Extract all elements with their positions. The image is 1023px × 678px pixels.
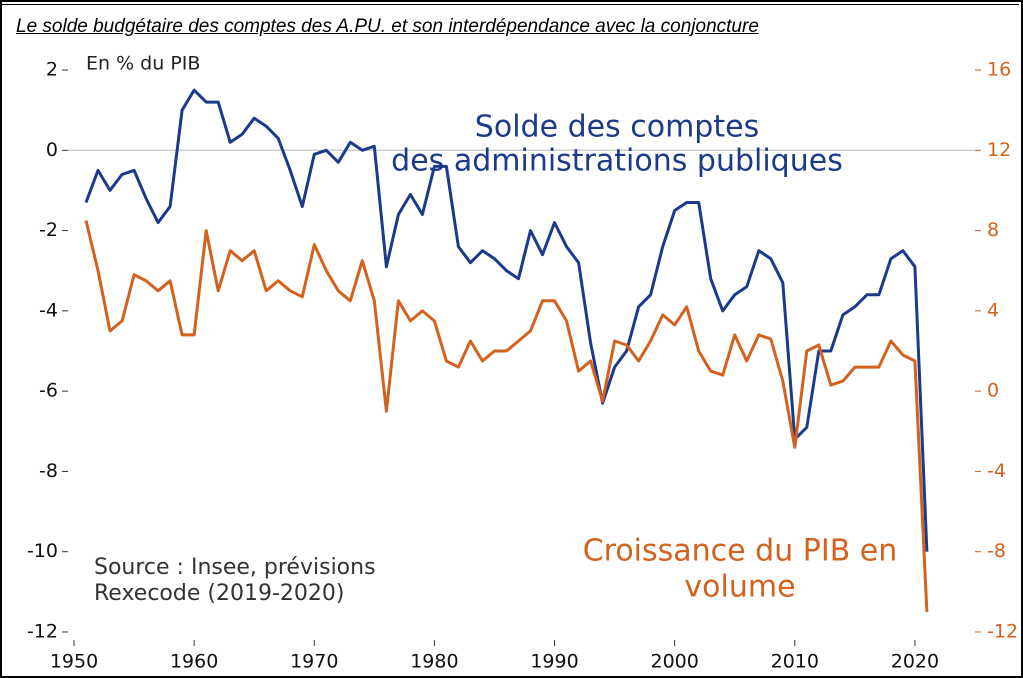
series-line <box>84 220 929 612</box>
chart-title: Le solde budgétaire des comptes des A.PU… <box>16 16 759 37</box>
x-tick-label: 1980 <box>410 651 458 673</box>
chart: En % du PIB 2 0 -2 -4 -6 -8 -10 -12 16 12 8 4 0 -4 -8 -… <box>27 53 1018 673</box>
y2-tick-label: -12 <box>987 620 1018 642</box>
y-tick-label: -12 <box>27 620 58 642</box>
y-tick-label: -2 <box>39 219 58 241</box>
y-tick-label: -6 <box>39 380 58 402</box>
y-tick-label: -8 <box>39 460 58 482</box>
y2-tick-label: 8 <box>987 219 999 241</box>
y-axis-label: En % du PIB <box>86 53 200 75</box>
y-tick-label: 0 <box>46 139 58 161</box>
y2-tick-label: 12 <box>987 139 1011 161</box>
series-line <box>84 88 929 552</box>
x-tick-label: 2010 <box>771 651 819 673</box>
y-tick-label: 2 <box>46 59 58 81</box>
annotation: Croissance du PIB en <box>583 534 898 569</box>
y2-tick-label: -8 <box>987 540 1006 562</box>
y2-tick-label: 16 <box>987 59 1011 81</box>
y2-tick-label: -4 <box>987 460 1006 482</box>
annotation: Rexecode (2019-2020) <box>94 581 344 606</box>
x-tick-label: 1990 <box>530 651 578 673</box>
y2-tick-label: 4 <box>987 299 999 321</box>
annotation: Solde des comptes <box>475 110 759 145</box>
annotation: volume <box>684 570 795 605</box>
x-tick-label: 1970 <box>290 651 338 673</box>
annotation: des administrations publiques <box>391 144 843 179</box>
y-tick-label: -10 <box>27 540 58 562</box>
x-tick-label: 1950 <box>50 651 98 673</box>
top-bar <box>0 0 1019 5</box>
annotation: Source : Insee, prévisions <box>94 555 376 580</box>
y-tick-label: -4 <box>39 299 58 321</box>
x-tick-label: 2000 <box>650 651 698 673</box>
x-tick-label: 1960 <box>170 651 218 673</box>
x-tick-label: 2020 <box>891 651 939 673</box>
y2-tick-label: 0 <box>987 380 999 402</box>
